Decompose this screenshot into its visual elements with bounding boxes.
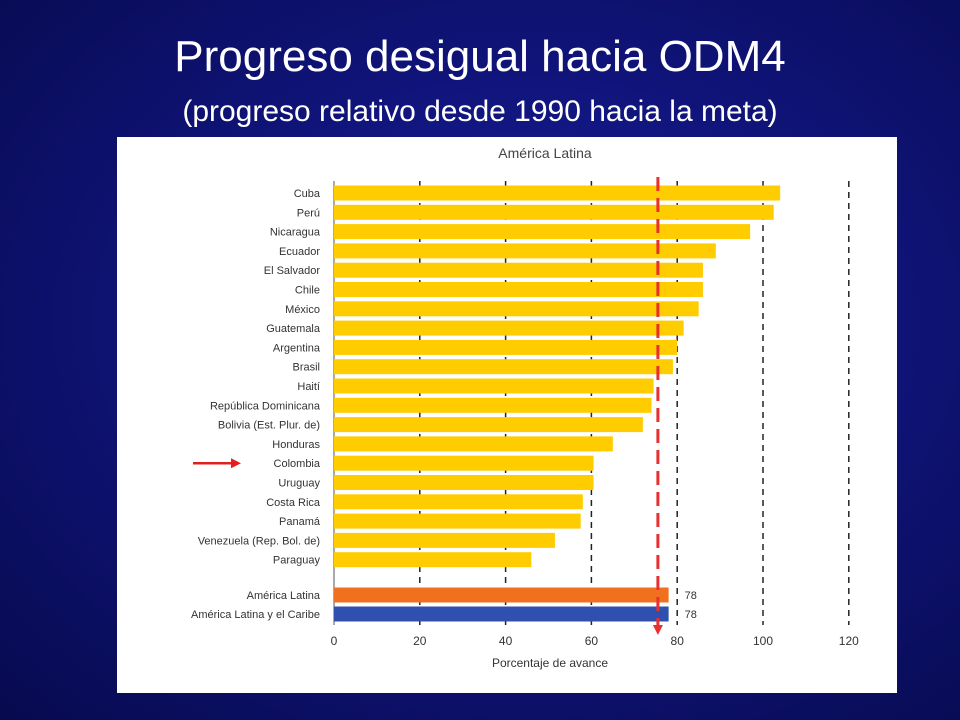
category-labels: Cuba Perú Nicaragua Ecuador El Salvador Chile… (191, 188, 697, 621)
x-tick-label: 0 (331, 634, 338, 648)
bar (334, 339, 678, 355)
bar (334, 513, 581, 529)
bar (334, 301, 699, 317)
category-label: Brasil (292, 362, 320, 374)
category-label: Colombia (274, 458, 321, 470)
bar (334, 185, 781, 201)
category-label: Ecuador (279, 246, 320, 258)
aggregate-label: América Latina (247, 590, 321, 602)
bar (334, 282, 703, 297)
category-label: Paraguay (273, 555, 321, 567)
aggregate-bar (334, 606, 669, 622)
category-label: Haití (297, 381, 320, 393)
bar (334, 455, 594, 471)
bar (334, 436, 613, 452)
data-label: 78 (685, 609, 697, 621)
bar (334, 397, 652, 413)
x-tick-label: 20 (413, 634, 427, 648)
bar-chart: América Latina Porcentaje de avance Cuba… (191, 145, 859, 670)
bar (334, 204, 774, 220)
category-label: Honduras (272, 439, 320, 451)
category-label: Costa Rica (266, 497, 321, 509)
category-label: Perú (297, 207, 320, 219)
category-label: México (285, 304, 320, 316)
bar (334, 243, 716, 259)
x-tick-label: 80 (671, 634, 685, 648)
category-label: Nicaragua (270, 227, 321, 239)
category-label: Bolivia (Est. Plur. de) (218, 420, 320, 432)
bar (334, 224, 751, 240)
x-tick-label: 40 (499, 634, 513, 648)
annotations (193, 177, 663, 635)
x-tick-label: 100 (753, 634, 773, 648)
reference-arrowhead (652, 625, 663, 635)
category-label: Guatemala (266, 323, 321, 335)
x-ticks: 0 20 40 60 80 100 120 (331, 634, 859, 648)
data-label: 78 (685, 590, 697, 602)
x-tick-label: 120 (839, 634, 859, 648)
bar (334, 532, 555, 548)
bars (334, 185, 781, 622)
chart-panel: América Latina Porcentaje de avance Cuba… (117, 137, 897, 693)
bar (334, 320, 684, 336)
slide-subtitle: (progreso relativo desde 1990 hacia la m… (182, 95, 778, 128)
category-label: Venezuela (Rep. Bol. de) (198, 535, 320, 547)
bar (334, 475, 594, 490)
highlight-arrowhead (231, 458, 241, 469)
chart-title: América Latina (498, 145, 592, 161)
aggregate-label: América Latina y el Caribe (191, 609, 320, 621)
bar (334, 494, 583, 510)
category-label: Cuba (294, 188, 321, 200)
x-tick-label: 60 (585, 634, 599, 648)
bar (334, 359, 673, 375)
category-label: Panamá (279, 516, 321, 528)
aggregate-bar (334, 587, 669, 603)
bar (334, 262, 703, 278)
slide-title: Progreso desigual hacia ODM4 (174, 32, 786, 81)
category-label: República Dominicana (210, 400, 321, 412)
category-label: Uruguay (278, 478, 320, 490)
category-label: Chile (295, 285, 320, 297)
category-label: El Salvador (264, 265, 321, 277)
bar (334, 378, 654, 394)
x-axis-label: Porcentaje de avance (492, 656, 608, 670)
bar (334, 417, 643, 433)
category-label: Argentina (273, 342, 321, 354)
bar (334, 552, 532, 568)
